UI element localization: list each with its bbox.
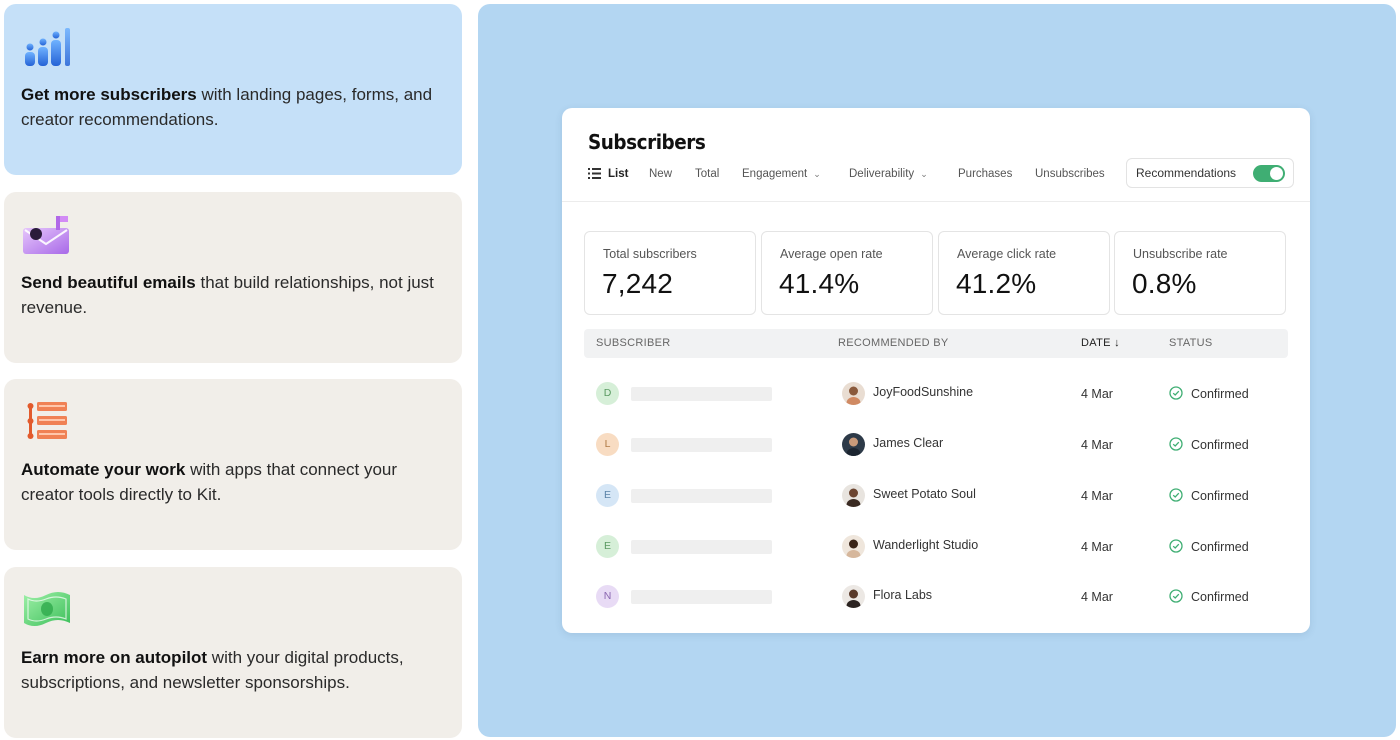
mailbox-icon: [23, 216, 69, 254]
stat-value: 41.2%: [956, 268, 1037, 299]
table-header: SUBSCRIBER RECOMMENDED BY DATE ↓ STATUS: [584, 329, 1288, 358]
feature-card-automate[interactable]: Automate your work with apps that connec…: [4, 379, 462, 550]
table-row[interactable]: N Flora Labs 4 Mar Confirmed: [584, 573, 1288, 623]
arrow-down-icon: ↓: [1114, 337, 1120, 349]
row-date: 4 Mar: [1081, 590, 1113, 604]
feature-card-subscribers[interactable]: Get more subscribers with landing pages,…: [4, 4, 462, 175]
status-badge: Confirmed: [1169, 386, 1249, 401]
creator-avatar: [842, 535, 865, 558]
stat-unsubscribe-rate: Unsubscribe rate 0.8%: [1114, 231, 1286, 315]
check-circle-icon: [1169, 539, 1183, 553]
recommended-by-name[interactable]: Wanderlight Studio: [873, 538, 979, 552]
status-badge: Confirmed: [1169, 589, 1249, 604]
feature-text: Send beautiful emails that build relatio…: [21, 273, 434, 317]
chevron-down-icon: ⌄: [813, 169, 821, 179]
creator-avatar: [842, 433, 865, 456]
subscriber-name-placeholder: [631, 489, 772, 503]
creator-avatar: [842, 585, 865, 608]
stat-value: 41.4%: [779, 268, 860, 299]
tab-total[interactable]: Total: [695, 168, 720, 180]
stat-open-rate: Average open rate 41.4%: [761, 231, 933, 315]
recommended-by-name[interactable]: JoyFoodSunshine: [873, 385, 974, 399]
recommended-by-name[interactable]: Flora Labs: [873, 588, 933, 602]
list-icon: [588, 168, 601, 179]
recommendations-label: Recommendations: [1136, 166, 1237, 180]
subscriber-avatar: L: [596, 433, 619, 456]
column-status[interactable]: STATUS: [1169, 337, 1213, 349]
tab-engagement[interactable]: Engagement ⌄: [742, 164, 821, 184]
stat-label: Average open rate: [780, 247, 883, 261]
subscriber-name-placeholder: [631, 438, 772, 452]
chevron-down-icon: ⌄: [920, 169, 928, 179]
automation-stack-icon: [27, 402, 67, 439]
stat-total-subscribers: Total subscribers 7,242: [584, 231, 756, 315]
feature-list: Get more subscribers with landing pages,…: [4, 4, 462, 738]
recommended-by-name[interactable]: Sweet Potato Soul: [873, 487, 976, 501]
stat-click-rate: Average click rate 41.2%: [938, 231, 1110, 315]
tab-purchases[interactable]: Purchases: [958, 168, 1013, 180]
recommendations-toggle-control[interactable]: Recommendations: [1126, 158, 1294, 188]
column-recommended-by[interactable]: RECOMMENDED BY: [838, 337, 949, 349]
subscriber-avatar: E: [596, 535, 619, 558]
stat-label: Unsubscribe rate: [1133, 247, 1228, 261]
status-badge: Confirmed: [1169, 488, 1249, 503]
feature-card-emails[interactable]: Send beautiful emails that build relatio…: [4, 192, 462, 363]
page-title: Subscribers: [588, 130, 706, 154]
check-circle-icon: [1169, 589, 1183, 603]
people-chart-icon: [25, 28, 70, 66]
subscribers-dashboard: Subscribers List New Total Engagement ⌄ D…: [562, 108, 1310, 633]
subscriber-name-placeholder: [631, 590, 772, 604]
row-date: 4 Mar: [1081, 438, 1113, 452]
header-divider: [562, 201, 1310, 202]
preview-panel: Subscribers List New Total Engagement ⌄ D…: [478, 4, 1396, 737]
stat-label: Total subscribers: [603, 247, 697, 261]
feature-text: Earn more on autopilot with your digital…: [21, 648, 404, 692]
status-badge: Confirmed: [1169, 539, 1249, 554]
tab-bar: List New Total Engagement ⌄ Deliverabilit…: [588, 164, 1108, 186]
status-badge: Confirmed: [1169, 437, 1249, 452]
toggle-knob: [1270, 167, 1283, 180]
row-date: 4 Mar: [1081, 540, 1113, 554]
subscriber-avatar: E: [596, 484, 619, 507]
tab-deliverability[interactable]: Deliverability ⌄: [849, 164, 928, 184]
recommended-by-name[interactable]: James Clear: [873, 436, 944, 450]
tab-unsubscribes[interactable]: Unsubscribes: [1035, 168, 1105, 180]
creator-avatar: [842, 382, 865, 405]
column-subscriber[interactable]: SUBSCRIBER: [596, 337, 671, 349]
row-date: 4 Mar: [1081, 387, 1113, 401]
money-bill-icon: [24, 592, 70, 626]
check-circle-icon: [1169, 386, 1183, 400]
stat-value: 0.8%: [1132, 268, 1197, 299]
check-circle-icon: [1169, 488, 1183, 502]
stat-value: 7,242: [602, 268, 674, 299]
feature-text: Get more subscribers with landing pages,…: [21, 85, 433, 129]
tab-list[interactable]: List: [588, 164, 628, 184]
row-date: 4 Mar: [1081, 489, 1113, 503]
feature-text: Automate your work with apps that connec…: [21, 460, 398, 504]
table-row[interactable]: D JoyFoodSunshine 4 Mar Confirmed: [584, 370, 1288, 420]
tab-new[interactable]: New: [649, 168, 673, 180]
feature-card-earn[interactable]: Earn more on autopilot with your digital…: [4, 567, 462, 738]
column-date[interactable]: DATE ↓: [1081, 337, 1120, 349]
table-row[interactable]: L James Clear 4 Mar Confirmed: [584, 421, 1288, 471]
subscriber-avatar: D: [596, 382, 619, 405]
subscriber-avatar: N: [596, 585, 619, 608]
recommendations-toggle[interactable]: [1253, 165, 1285, 182]
table-row[interactable]: E Sweet Potato Soul 4 Mar Confirmed: [584, 472, 1288, 522]
stats-row: Total subscribers 7,242 Average open rat…: [584, 231, 1288, 315]
creator-avatar: [842, 484, 865, 507]
stat-label: Average click rate: [957, 247, 1057, 261]
check-circle-icon: [1169, 437, 1183, 451]
subscriber-name-placeholder: [631, 387, 772, 401]
subscriber-name-placeholder: [631, 540, 772, 554]
table-row[interactable]: E Wanderlight Studio 4 Mar Confirmed: [584, 523, 1288, 573]
